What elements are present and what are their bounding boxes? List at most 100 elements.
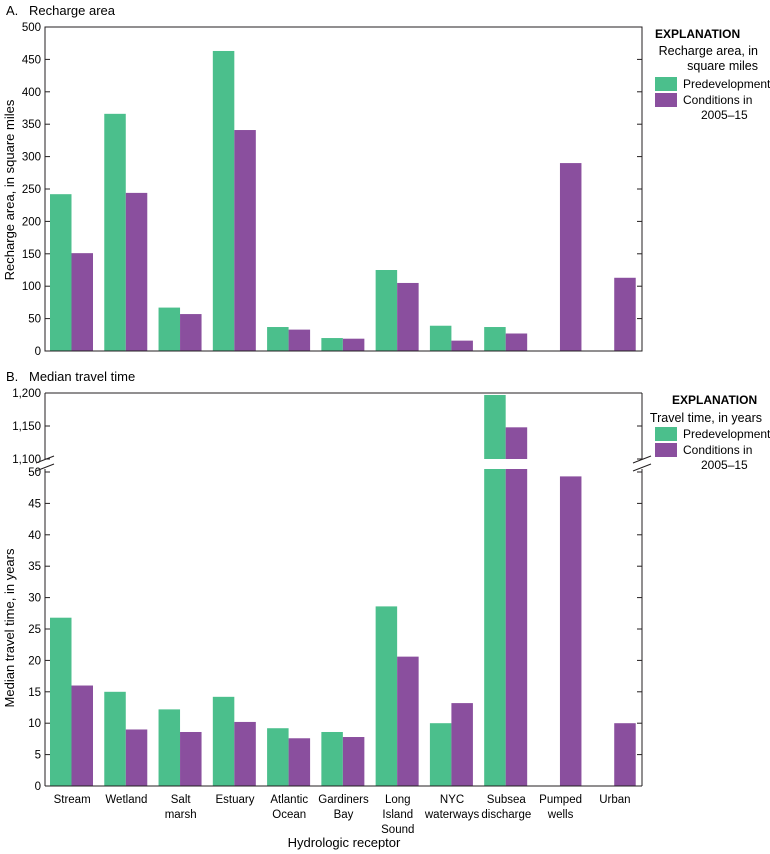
panel-b-bar-subsea-discharge-conditions-in-2005-15-upper	[505, 427, 528, 459]
panel-b-lower-y-tick-label: 30	[28, 593, 41, 605]
panel-a-bar-long-island-sound-conditions-in-2005-15	[397, 282, 419, 351]
panel-a-y-tick-label: 400	[22, 87, 41, 99]
panel-b-bar-subsea-discharge-conditions-in-2005-15-lower	[505, 469, 528, 786]
panel-a-bars	[50, 50, 636, 351]
panel-b-bar-nyc-waterways-predevelopment	[429, 723, 452, 786]
panel-b-bar-estuary-predevelopment	[212, 696, 235, 786]
category-label-pumped-wells: wells	[547, 809, 574, 821]
panel-a-bar-gardiners-bay-conditions-in-2005-15	[342, 338, 365, 351]
panel-b-lower-y-tick-label: 25	[28, 624, 41, 636]
panel-b-bar-subsea-discharge-predevelopment-lower	[484, 469, 506, 786]
category-label-nyc-waterways: waterways	[424, 809, 480, 821]
panel-a-y-tick-label: 300	[22, 152, 41, 164]
category-label-gardiners-bay: Bay	[334, 809, 354, 821]
axis-break-marks	[35, 455, 652, 472]
panel-a: A. Recharge area Recharge area, in squar…	[2, 3, 770, 358]
panel-a-legend-title-1: Recharge area, in	[659, 44, 758, 58]
category-label-salt-marsh: Salt	[171, 794, 192, 806]
category-label-pumped-wells: Pumped	[539, 794, 582, 806]
category-label-wetland: Wetland	[105, 794, 147, 806]
panel-a-y-tick-label: 100	[22, 281, 41, 293]
panel-b-legend-swatch-predevelopment	[655, 427, 677, 441]
category-label-atlantic-ocean: Atlantic	[270, 794, 308, 806]
panel-b-y-axis-label: Median travel time, in years	[2, 548, 17, 707]
panel-b-legend-label-current-1: Conditions in	[683, 443, 752, 457]
panel-b-label: B.	[6, 369, 18, 384]
panel-b-lower-y-tick-label: 0	[35, 781, 41, 793]
panel-b-bar-subsea-discharge-predevelopment-upper	[484, 394, 506, 459]
category-label-subsea-discharge: Subsea	[487, 794, 527, 806]
panel-a-bar-wetland-predevelopment	[104, 113, 126, 351]
panel-b-bar-long-island-sound-predevelopment	[375, 606, 398, 786]
panel-a-bar-gardiners-bay-predevelopment	[321, 338, 343, 351]
panel-a-bar-atlantic-ocean-conditions-in-2005-15	[288, 329, 311, 351]
panel-a-bar-subsea-discharge-conditions-in-2005-15	[505, 333, 528, 351]
panel-b-lower-y-tick-label: 20	[28, 655, 41, 667]
panel-a-bar-urban-conditions-in-2005-15	[614, 277, 636, 351]
panel-b-lower-y-tick-label: 50	[28, 467, 41, 479]
panel-a-bar-estuary-predevelopment	[212, 50, 235, 351]
panel-b-bar-estuary-conditions-in-2005-15	[234, 721, 256, 786]
panel-a-y-tick-label: 50	[28, 314, 41, 326]
axis-break-mark-left-1	[35, 455, 55, 464]
panel-b-bar-urban-conditions-in-2005-15	[614, 723, 636, 786]
panel-b-bar-gardiners-bay-predevelopment	[321, 731, 343, 786]
panel-b-lower-y-tick-label: 45	[28, 498, 41, 510]
category-label-subsea-discharge: discharge	[481, 809, 531, 821]
category-label-long-island-sound: Island	[382, 809, 413, 821]
panel-b-y-ticks: 0 5 10 15 20 25 30 35 40 45 501,100 1,150 1,200	[12, 388, 642, 793]
panel-b-legend-title: Travel time, in years	[650, 411, 762, 425]
panel-b-upper-y-tick-label: 1,200	[12, 388, 41, 400]
panel-b-bar-atlantic-ocean-predevelopment	[267, 728, 289, 786]
panel-b-frame	[44, 392, 643, 787]
panel-b-legend-heading: EXPLANATION	[672, 393, 757, 407]
panel-a-legend: EXPLANATION Recharge area, in square mil…	[655, 27, 770, 122]
panel-a-bar-pumped-wells-conditions-in-2005-15	[559, 163, 582, 351]
panel-b-bars	[50, 394, 636, 786]
category-label-stream: Stream	[54, 794, 91, 806]
category-label-urban: Urban	[599, 794, 630, 806]
panel-a-bar-subsea-discharge-predevelopment	[484, 327, 506, 351]
panel-a-bar-wetland-conditions-in-2005-15	[125, 192, 148, 351]
panel-b-bar-wetland-conditions-in-2005-15	[125, 729, 148, 786]
panel-b-lower-y-tick-label: 35	[28, 561, 41, 573]
axis-break-mark-left-2	[35, 463, 55, 472]
panel-a-legend-heading: EXPLANATION	[655, 27, 740, 41]
panel-b-legend-swatch-current	[655, 443, 677, 457]
panel-a-bar-estuary-conditions-in-2005-15	[234, 130, 256, 351]
panel-b: B. Median travel time Median travel time…	[2, 369, 770, 850]
panel-a-legend-label-current-1: Conditions in	[683, 93, 752, 107]
panel-b-bar-stream-predevelopment	[50, 617, 72, 786]
category-label-atlantic-ocean: Ocean	[272, 809, 306, 821]
panel-a-legend-swatch-current	[655, 93, 677, 107]
panel-a-bar-nyc-waterways-conditions-in-2005-15	[451, 340, 473, 351]
category-label-salt-marsh: marsh	[165, 809, 197, 821]
panel-b-bar-gardiners-bay-conditions-in-2005-15	[342, 737, 365, 786]
panel-b-bar-salt-marsh-predevelopment	[158, 709, 181, 786]
panel-b-bar-wetland-predevelopment	[104, 691, 126, 786]
panel-a-bar-stream-predevelopment	[50, 194, 72, 351]
category-label-long-island-sound: Sound	[381, 824, 414, 836]
panel-a-bar-salt-marsh-predevelopment	[158, 307, 181, 351]
panel-b-lower-y-tick-label: 5	[35, 750, 41, 762]
panel-a-legend-swatch-predevelopment	[655, 77, 677, 91]
panel-b-lower-y-tick-label: 40	[28, 530, 41, 542]
panel-a-y-tick-label: 0	[35, 346, 41, 358]
panel-a-bar-stream-conditions-in-2005-15	[71, 253, 93, 351]
panel-a-y-tick-label: 450	[22, 54, 41, 66]
panel-a-bar-atlantic-ocean-predevelopment	[267, 327, 289, 351]
panel-a-y-tick-label: 150	[22, 249, 41, 261]
panel-a-bar-salt-marsh-conditions-in-2005-15	[180, 314, 202, 351]
panel-a-title: Recharge area	[29, 3, 116, 18]
category-labels: Stream Wetland Salt marsh Estuary Atlantic Oce…	[54, 794, 631, 836]
category-label-nyc-waterways: NYC	[440, 794, 464, 806]
panel-b-legend: EXPLANATION Travel time, in years Predev…	[650, 393, 770, 472]
panel-a-y-tick-label: 250	[22, 184, 41, 196]
panel-b-bar-stream-conditions-in-2005-15	[71, 685, 93, 786]
panel-a-frame	[44, 26, 643, 352]
panel-a-y-tick-label: 350	[22, 119, 41, 131]
panel-b-bar-nyc-waterways-conditions-in-2005-15	[451, 703, 473, 786]
panel-a-legend-title-2: square miles	[687, 59, 758, 73]
panel-b-bar-long-island-sound-conditions-in-2005-15	[397, 656, 419, 786]
